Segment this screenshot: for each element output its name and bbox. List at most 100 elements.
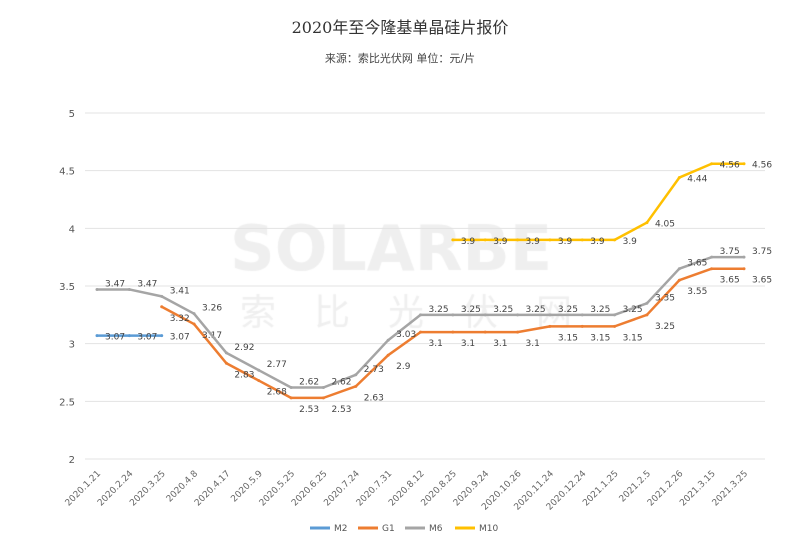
data-label-M6: 3.35: [655, 293, 675, 303]
data-point-M6: [354, 373, 358, 377]
data-point-M10: [613, 238, 617, 242]
data-label-G1: 3.1: [429, 339, 443, 349]
data-point-G1: [451, 330, 455, 334]
data-label-M2: 3.07: [105, 333, 125, 343]
data-label-G1: 3.25: [655, 322, 675, 332]
data-point-M2: [127, 334, 131, 338]
data-label-M6: 3.25: [623, 305, 643, 315]
data-point-M10: [516, 238, 520, 242]
data-point-G1: [419, 330, 422, 334]
data-point-M10: [645, 221, 649, 225]
data-point-M6: [742, 255, 746, 259]
data-label-G1: 3.15: [590, 333, 610, 343]
data-label-G1: 3.1: [526, 339, 540, 349]
data-point-G1: [224, 361, 228, 365]
data-point-G1: [257, 379, 261, 383]
data-label-M10: 4.05: [655, 220, 675, 230]
data-label-M6: 3.75: [752, 247, 772, 257]
data-label-G1: 3.15: [623, 333, 643, 343]
y-tick-label: 2: [69, 455, 75, 466]
data-label-G1: 2.68: [267, 388, 287, 398]
data-label-G1: 3.55: [687, 287, 707, 297]
data-point-M10: [710, 162, 714, 166]
data-point-M6: [160, 294, 164, 298]
data-label-G1: 3.65: [752, 276, 772, 286]
data-label-M6: 2.62: [331, 377, 351, 387]
data-point-M6: [289, 385, 293, 389]
series-line-M10: [452, 162, 744, 242]
y-tick-label: 3: [69, 340, 75, 351]
data-point-G1: [160, 305, 164, 309]
y-tick-label: 5: [69, 109, 75, 120]
data-point-G1: [289, 396, 293, 400]
data-point-G1: [580, 324, 584, 328]
data-label-M10: 4.56: [720, 161, 740, 171]
data-point-G1: [321, 396, 325, 400]
data-point-M6: [677, 267, 681, 271]
data-label-M10: 3.9: [493, 237, 508, 247]
data-label-M10: 3.9: [590, 237, 605, 247]
data-label-G1: 2.63: [364, 393, 384, 403]
data-point-M10: [548, 238, 552, 242]
y-tick-label: 4: [69, 224, 75, 235]
data-label-M10: 3.9: [526, 237, 541, 247]
data-point-G1: [742, 267, 746, 271]
data-point-M6: [386, 338, 390, 342]
data-point-M10: [580, 238, 584, 242]
data-label-G1: 2.53: [299, 405, 319, 415]
data-point-M10: [483, 238, 487, 242]
data-label-M6: 3.25: [429, 305, 449, 315]
data-label-M2: 3.07: [137, 333, 157, 343]
data-point-G1: [354, 384, 358, 388]
data-point-M6: [516, 313, 520, 317]
data-label-M6: 2.73: [364, 365, 384, 375]
data-point-G1: [516, 330, 520, 334]
data-label-M6: 2.92: [234, 343, 254, 353]
data-point-M6: [613, 313, 617, 317]
data-label-G1: 3.32: [170, 314, 190, 324]
y-tick-label: 4.5: [59, 167, 75, 178]
data-label-M6: 3.65: [687, 259, 707, 269]
data-point-M6: [192, 312, 196, 316]
data-label-M6: 3.25: [461, 305, 481, 315]
data-point-M6: [419, 313, 422, 317]
data-label-M6: 3.75: [720, 247, 740, 257]
data-label-M6: 3.47: [137, 279, 157, 289]
data-label-G1: 3.1: [493, 339, 507, 349]
data-label-M6: 2.62: [299, 377, 319, 387]
series-line-M6: [97, 255, 744, 389]
data-point-M6: [321, 385, 325, 389]
y-tick-label: 2.5: [59, 397, 75, 408]
data-point-G1: [677, 278, 681, 282]
data-point-M6: [710, 255, 714, 259]
data-label-M10: 3.9: [558, 237, 573, 247]
data-label-M2: 3.07: [170, 333, 190, 343]
legend-label-M2: M2: [334, 524, 348, 534]
data-label-M6: 3.41: [170, 286, 190, 296]
legend-label-M10: M10: [479, 524, 498, 534]
data-label-M6: 3.25: [590, 305, 610, 315]
data-point-G1: [386, 353, 390, 357]
data-label-M10: 3.9: [461, 237, 476, 247]
data-point-M6: [95, 287, 99, 291]
data-label-G1: 2.83: [234, 370, 254, 380]
data-point-M6: [548, 313, 552, 317]
data-label-M10: 4.44: [687, 175, 707, 185]
data-point-M6: [257, 368, 261, 372]
y-tick-label: 3.5: [59, 282, 75, 293]
data-label-M6: 3.26: [202, 304, 222, 314]
data-point-M6: [483, 313, 487, 317]
data-label-M6: 3.25: [526, 305, 546, 315]
chart-title: 2020年至今隆基单晶硅片报价: [291, 18, 509, 37]
data-label-G1: 3.1: [461, 339, 475, 349]
data-label-M10: 3.9: [623, 237, 638, 247]
data-point-M10: [742, 162, 746, 166]
data-point-M10: [451, 238, 455, 242]
data-point-G1: [548, 324, 552, 328]
data-label-M6: 3.25: [558, 305, 578, 315]
data-label-G1: 2.9: [396, 362, 411, 372]
chart-subtitle: 来源：索比光伏网 单位：元/片: [324, 52, 476, 65]
data-point-M6: [580, 313, 584, 317]
